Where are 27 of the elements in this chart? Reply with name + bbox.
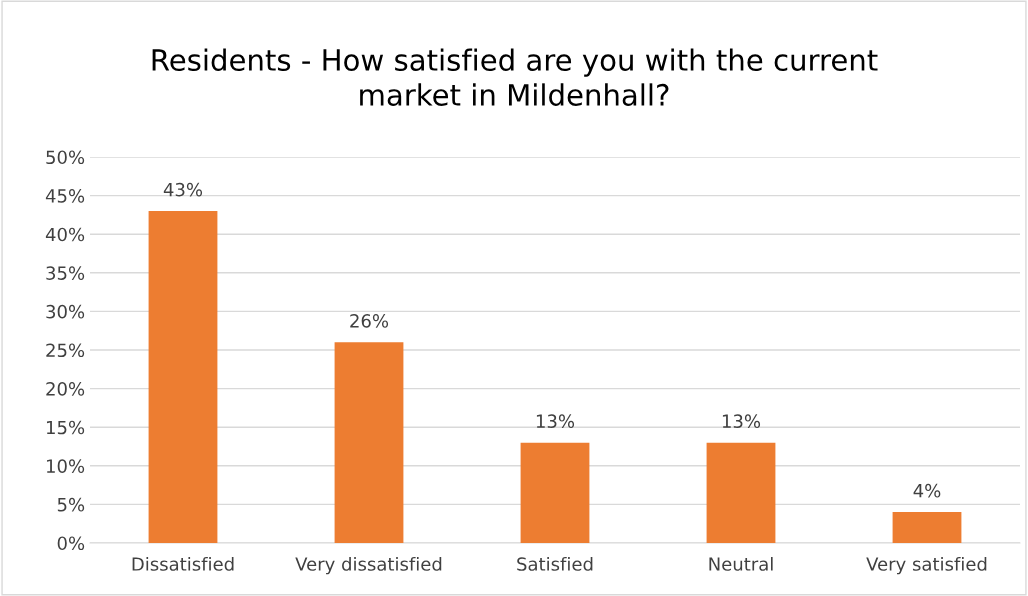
- data-label: 13%: [536, 414, 575, 429]
- x-tick-label: Dissatisfied: [132, 556, 234, 571]
- bar: [148, 211, 218, 543]
- y-tick-label: 0%: [57, 536, 85, 551]
- y-tick-label: 15%: [46, 420, 85, 435]
- y-tick-label: 35%: [46, 266, 85, 280]
- x-tick-label: Neutral: [709, 556, 773, 571]
- y-tick-label: 10%: [46, 459, 85, 473]
- y-tick-label: 5%: [57, 497, 85, 512]
- bar: [334, 342, 404, 543]
- y-tick-label: 20%: [46, 382, 85, 396]
- x-tick-label: Very dissatisfied: [295, 556, 442, 575]
- chart-title: Residents - How satisfied are you with the current market in Mildenhall?: [152, 48, 878, 106]
- data-label: 43%: [163, 182, 203, 197]
- data-label: 26%: [350, 314, 389, 328]
- x-tick-label: Satisfied: [517, 556, 593, 571]
- bar: [520, 442, 590, 543]
- bar: [706, 442, 776, 543]
- y-tick-label: 40%: [45, 227, 85, 242]
- y-tick-label: 50%: [46, 150, 85, 165]
- y-tick-label: 45%: [45, 189, 85, 203]
- data-label: 13%: [722, 414, 761, 429]
- y-tick-label: 30%: [46, 304, 85, 319]
- y-tick-label: 25%: [46, 343, 85, 358]
- x-tick-label: Very satisfied: [866, 556, 987, 575]
- data-label: 4%: [913, 483, 941, 498]
- bar: [892, 512, 962, 543]
